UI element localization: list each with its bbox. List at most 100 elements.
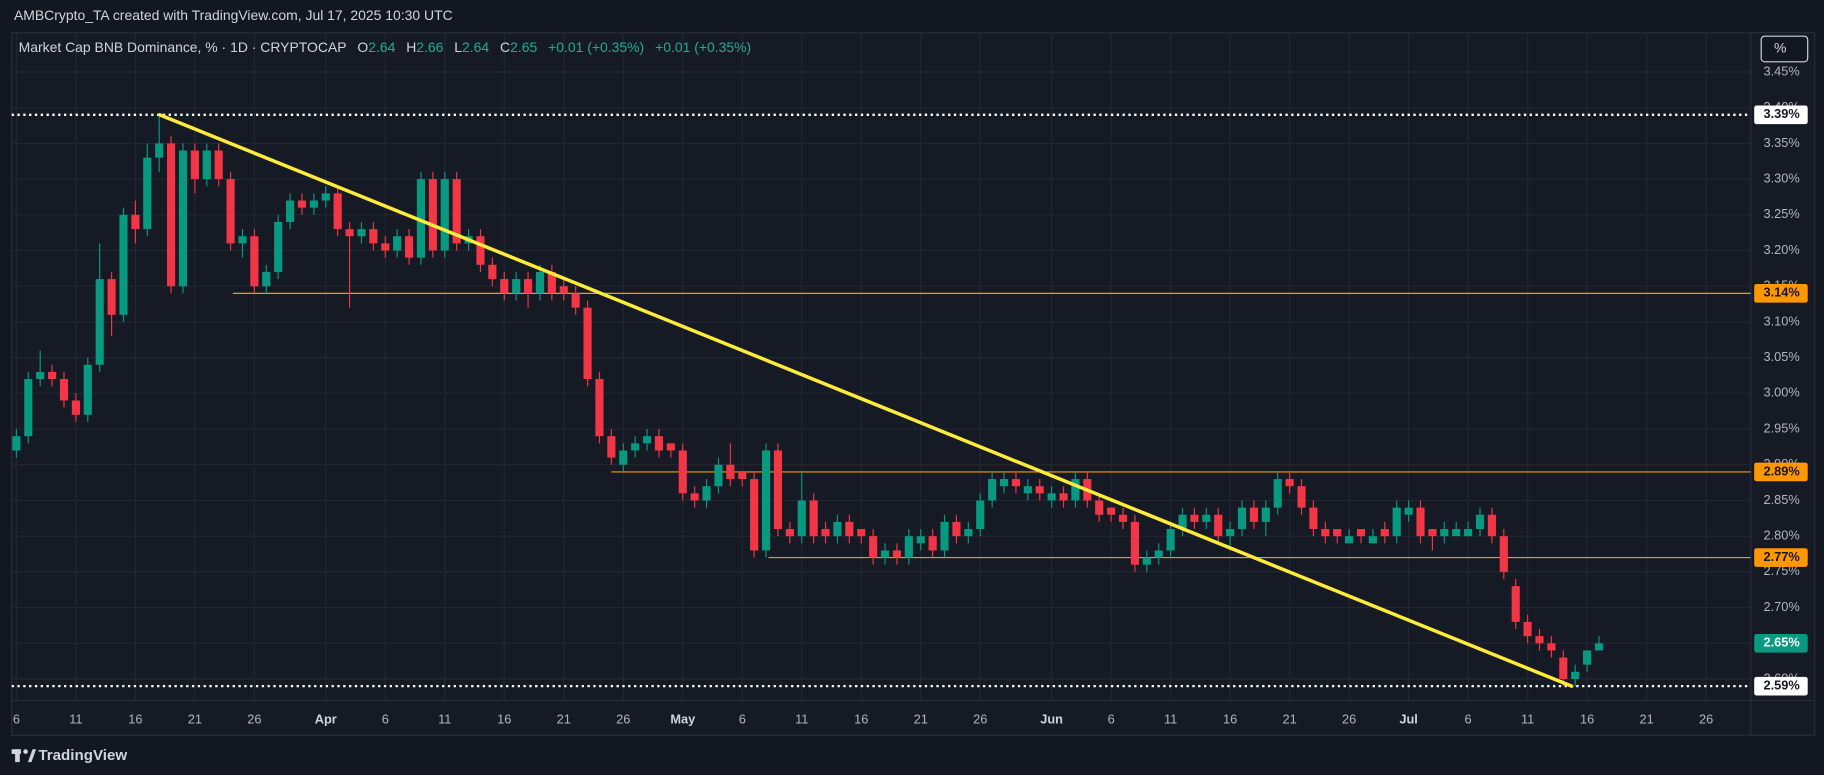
candle-body: [440, 179, 449, 251]
candle-body: [1035, 486, 1044, 494]
candle-body: [190, 150, 199, 180]
unit-button[interactable]: [1760, 35, 1809, 63]
candle-body: [238, 236, 247, 244]
candle-body: [952, 521, 961, 537]
legend-value: 2.66: [416, 39, 443, 55]
candle-body: [428, 179, 437, 251]
grid: [11, 32, 1751, 701]
x-tick-label: Apr: [315, 712, 337, 727]
candle-body: [642, 436, 652, 444]
legend-key: H: [406, 39, 416, 55]
candle-body: [1428, 529, 1437, 537]
candle-body: [785, 529, 794, 537]
candle-body: [357, 229, 366, 237]
candle-body: [1547, 643, 1556, 651]
candle-body: [547, 271, 556, 294]
candle-body: [1452, 529, 1461, 537]
price-label-box: [1754, 633, 1808, 653]
candle-body: [369, 229, 378, 244]
candle-body: [1023, 486, 1032, 494]
candle-body: [1095, 500, 1104, 515]
candle-body: [1214, 514, 1223, 537]
x-tick-label: 21: [914, 712, 928, 727]
candle-body: [24, 379, 33, 437]
candle-body: [476, 236, 485, 265]
candle-body: [1321, 529, 1330, 537]
candle-body: [1261, 507, 1270, 522]
candle-body: [761, 450, 771, 551]
candle-body: [59, 379, 69, 401]
candle-body: [1559, 657, 1568, 679]
unit-button-label[interactable]: %: [1774, 40, 1786, 56]
candle-body: [631, 443, 640, 451]
x-tick-label: Jun: [1040, 712, 1063, 727]
candle-body: [1202, 514, 1211, 522]
footer: TradingView: [38, 747, 127, 764]
candle-body: [404, 236, 414, 258]
legend-title: Market Cap BNB Dominance, % · 1D · CRYPT…: [19, 39, 347, 55]
candle-body: [1249, 507, 1258, 522]
price-label: 2.59%: [1764, 678, 1801, 693]
candle-body: [309, 200, 318, 208]
legend: Market Cap BNB Dominance, % · 1D · CRYPT…: [19, 39, 752, 55]
price-label-box: [1754, 105, 1808, 125]
candle-body: [1345, 536, 1354, 544]
y-tick-label: 3.25%: [1764, 206, 1800, 221]
candle-body: [214, 150, 223, 180]
candle-body: [1059, 493, 1068, 501]
candle-body: [1011, 479, 1021, 487]
legend-key: C: [500, 39, 510, 55]
candle-body: [1535, 636, 1544, 644]
candle-body: [750, 479, 759, 551]
x-tick-label: 11: [1164, 712, 1177, 727]
candle-body: [738, 471, 747, 480]
candle-body: [1523, 621, 1532, 637]
candle-body: [1190, 514, 1199, 522]
candle-body: [297, 200, 307, 208]
candle-body: [1333, 529, 1342, 537]
candle-body: [500, 279, 509, 294]
candle-body: [1297, 486, 1306, 508]
x-tick-label: 11: [795, 712, 808, 727]
candle-body: [1583, 650, 1592, 665]
candle-body: [321, 193, 330, 201]
y-tick-label: 3.20%: [1764, 242, 1800, 257]
candle-body: [1237, 507, 1247, 530]
candle-body: [107, 279, 116, 315]
candle-body: [393, 236, 402, 251]
candle-body: [1380, 529, 1389, 537]
candle-body: [857, 529, 866, 537]
candle-body: [1166, 529, 1175, 551]
y-tick-label: 3.35%: [1764, 135, 1800, 150]
candle-body: [583, 307, 592, 380]
candle-body: [702, 486, 711, 501]
price-label: 2.77%: [1764, 549, 1801, 564]
price-label: 3.14%: [1764, 285, 1801, 300]
candle-body: [999, 479, 1009, 487]
x-tick-label: 16: [1223, 712, 1237, 727]
candle-body: [678, 450, 687, 494]
x-tick-label: Jul: [1399, 712, 1417, 727]
candle-body: [1226, 529, 1235, 537]
y-tick-label: 3.05%: [1764, 349, 1800, 364]
y-tick-label: 2.95%: [1764, 420, 1800, 435]
header: AMBCrypto_TA created with TradingView.co…: [14, 7, 453, 23]
y-tick-label: 3.45%: [1764, 63, 1800, 78]
candle-body: [167, 143, 176, 287]
candle-body: [773, 450, 783, 530]
x-tick-label: 21: [1283, 712, 1297, 727]
x-tick-label: 21: [188, 712, 202, 727]
candle-body: [1142, 557, 1151, 565]
legend-change: +0.01 (+0.35%): [655, 39, 751, 55]
x-tick-label: 6: [13, 712, 20, 727]
price-label-box: [1754, 462, 1808, 482]
x-tick-label: 26: [616, 712, 630, 727]
candle-body: [821, 529, 830, 537]
price-label-box: [1754, 548, 1808, 567]
candle-body: [226, 179, 235, 244]
price-label: 3.39%: [1764, 106, 1801, 121]
candle-body: [880, 550, 890, 558]
y-tick-label: 3.10%: [1764, 313, 1800, 328]
candle-body: [523, 279, 533, 294]
candle-body: [1499, 536, 1508, 572]
